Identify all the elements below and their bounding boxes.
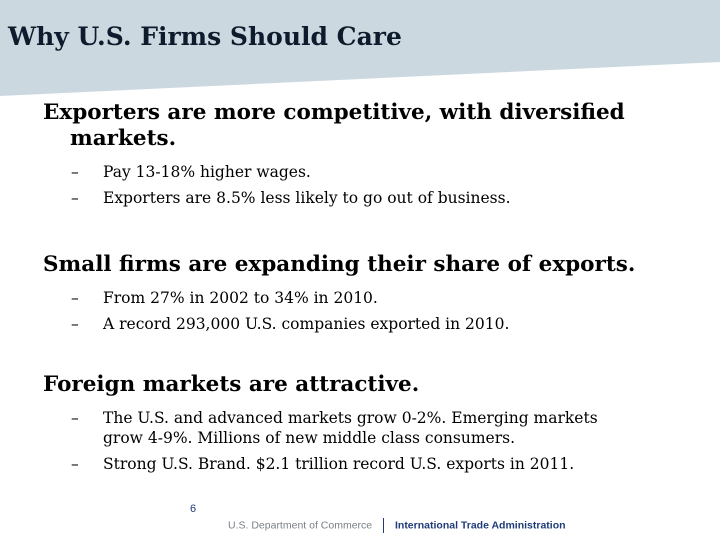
- bullet-dash: –: [71, 189, 79, 207]
- bullet-dash: –: [71, 289, 79, 307]
- bullet-text: A record 293,000 U.S. companies exported…: [103, 315, 510, 333]
- bullet-text: The U.S. and advanced markets grow 0-2%.…: [103, 409, 598, 427]
- section-heading: Small firms are expanding their share of…: [43, 252, 703, 278]
- bullet-text: Pay 13-18% higher wages.: [103, 163, 311, 181]
- bullet-text: Strong U.S. Brand. $2.1 trillion record …: [103, 455, 575, 473]
- bullet-text-continued: grow 4-9%. Millions of new middle class …: [103, 429, 516, 447]
- page-number: 6: [190, 503, 197, 515]
- list-item: – The U.S. and advanced markets grow 0-2…: [43, 408, 703, 448]
- footer-divider: [383, 518, 385, 533]
- section-heading: Exporters are more competitive, with div…: [43, 100, 703, 152]
- heading-line: Foreign markets are attractive.: [43, 372, 420, 397]
- section-foreign-markets: Foreign markets are attractive. – The U.…: [43, 372, 703, 480]
- bullet-dash: –: [71, 315, 79, 333]
- section-heading: Foreign markets are attractive.: [43, 372, 703, 398]
- bullet-text: From 27% in 2002 to 34% in 2010.: [103, 289, 378, 307]
- bullet-dash: –: [71, 163, 79, 181]
- section-competitiveness: Exporters are more competitive, with div…: [43, 100, 703, 214]
- heading-line: Exporters are more competitive, with div…: [43, 100, 625, 125]
- list-item: – Strong U.S. Brand. $2.1 trillion recor…: [43, 454, 703, 474]
- bullet-list: – The U.S. and advanced markets grow 0-2…: [43, 408, 703, 474]
- slide-title: Why U.S. Firms Should Care: [8, 22, 402, 51]
- bullet-list: – From 27% in 2002 to 34% in 2010. – A r…: [43, 288, 703, 334]
- footer-department: U.S. Department of Commerce: [228, 519, 373, 532]
- footer-logo: U.S. Department of Commerce Internationa…: [228, 518, 566, 533]
- list-item: – A record 293,000 U.S. companies export…: [43, 314, 703, 334]
- bullet-dash: –: [71, 455, 79, 473]
- bullet-dash: –: [71, 409, 79, 427]
- heading-line-continued: markets.: [70, 126, 177, 151]
- bullet-list: – Pay 13-18% higher wages. – Exporters a…: [43, 162, 703, 208]
- list-item: – From 27% in 2002 to 34% in 2010.: [43, 288, 703, 308]
- section-small-firms: Small firms are expanding their share of…: [43, 252, 703, 340]
- footer-agency: International Trade Administration: [394, 519, 566, 532]
- list-item: – Pay 13-18% higher wages.: [43, 162, 703, 182]
- bullet-text: Exporters are 8.5% less likely to go out…: [103, 189, 511, 207]
- list-item: – Exporters are 8.5% less likely to go o…: [43, 188, 703, 208]
- heading-line: Small firms are expanding their share of…: [43, 252, 636, 277]
